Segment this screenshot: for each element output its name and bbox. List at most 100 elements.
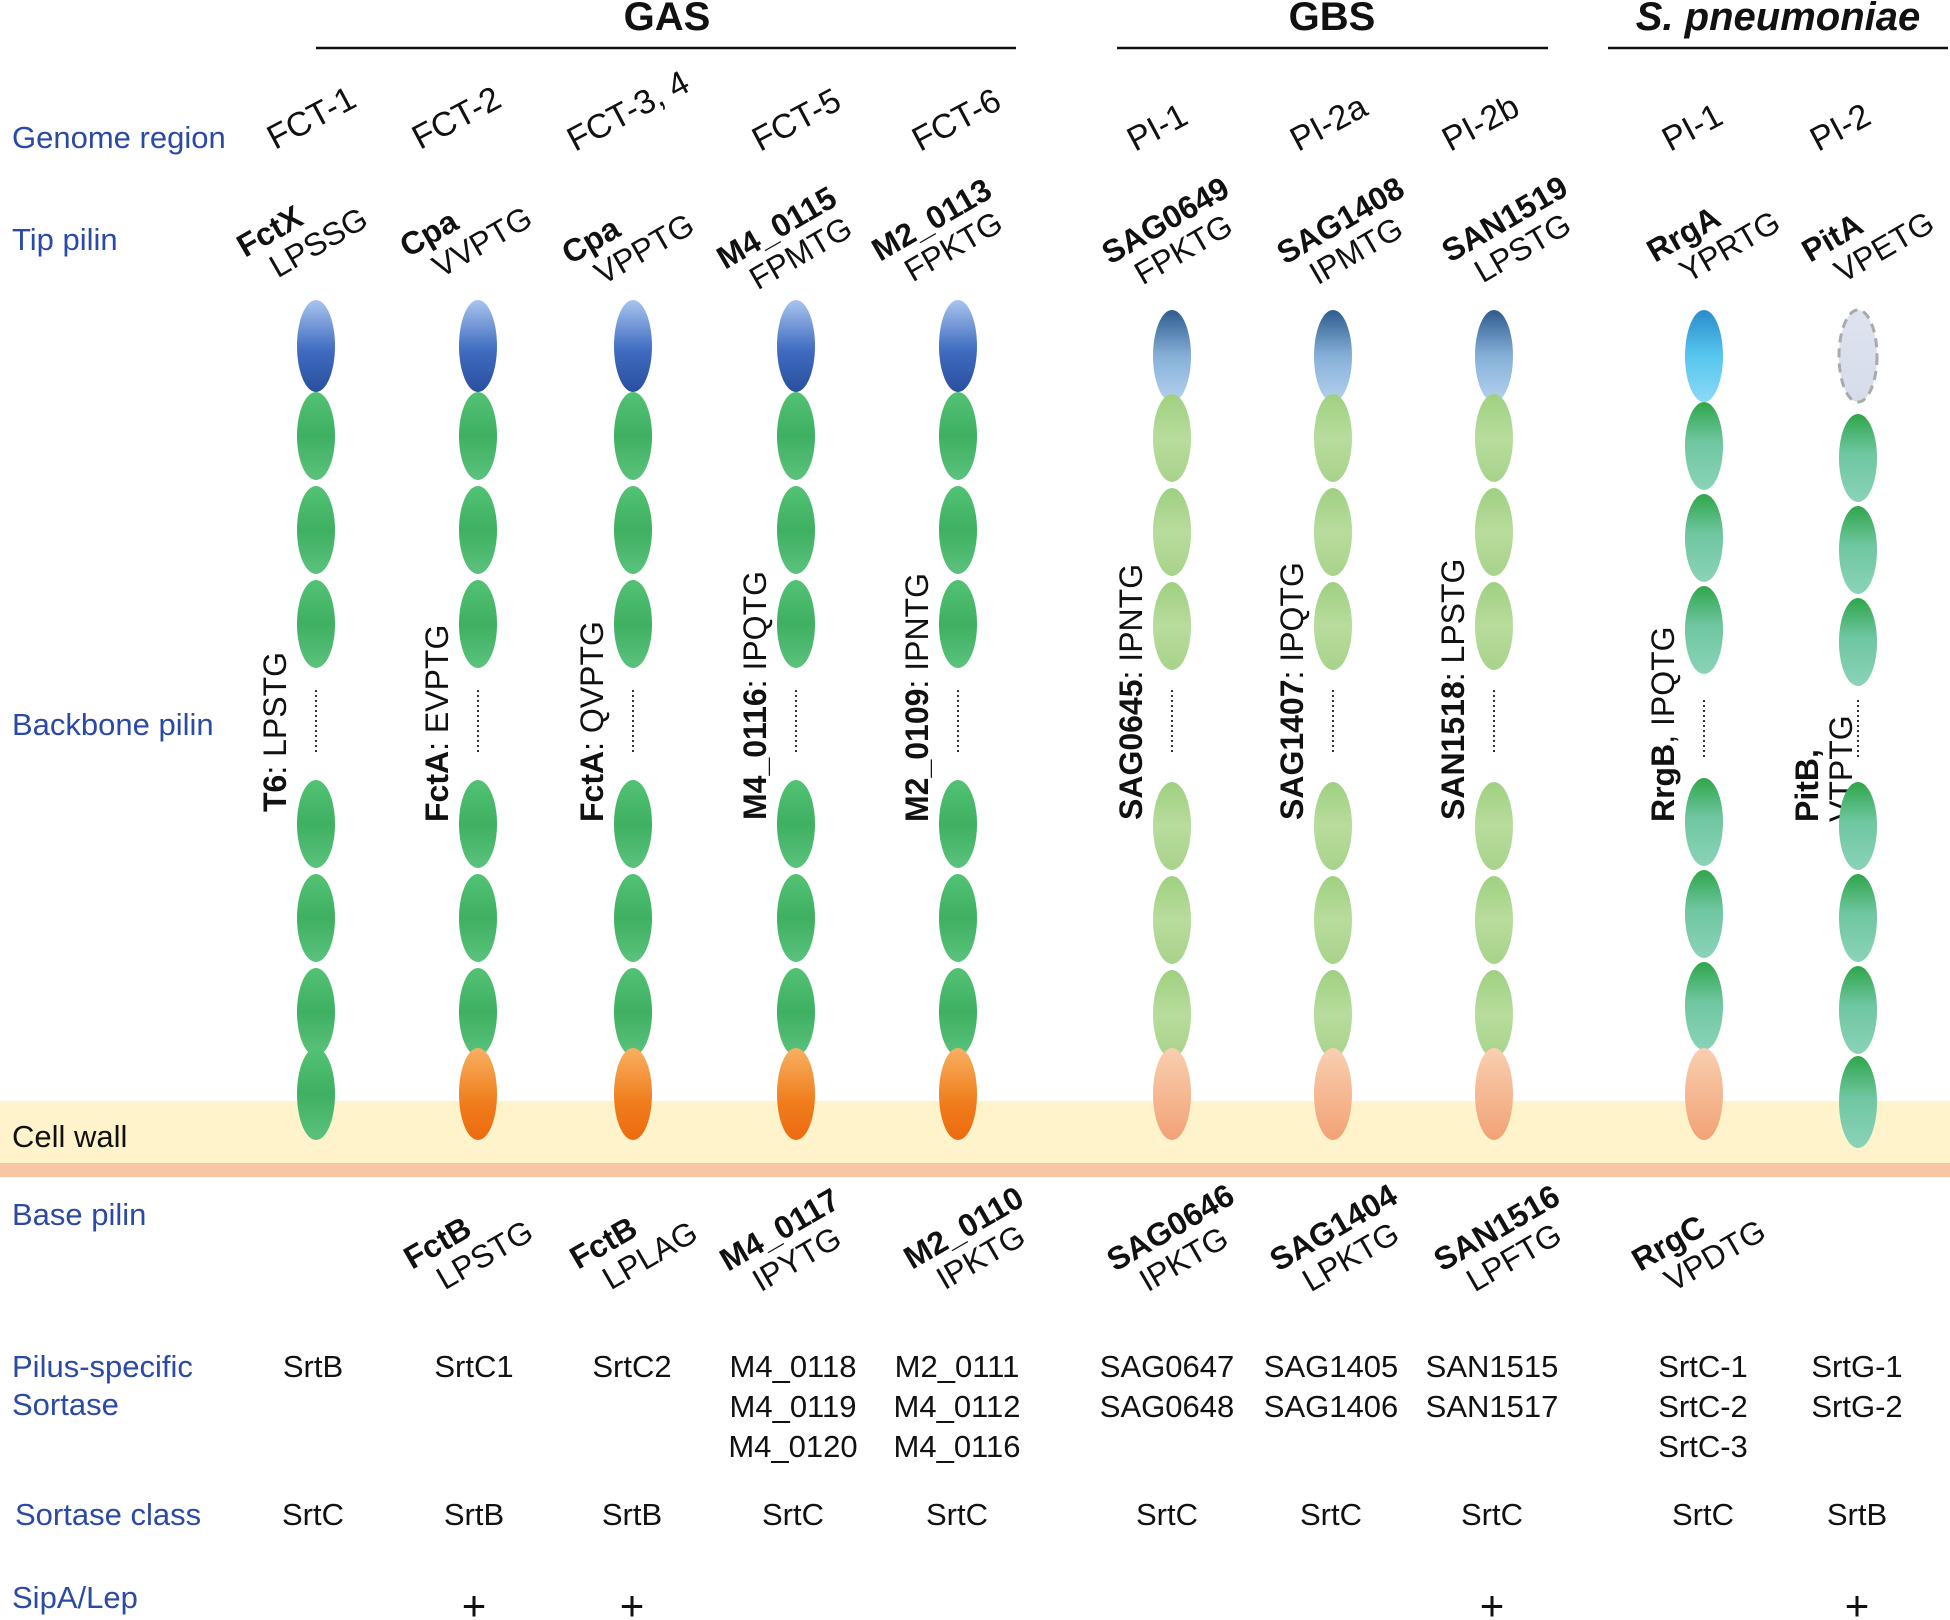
backbone-pilin-subunit xyxy=(1153,876,1191,964)
sortase-class-value: SrtC xyxy=(1300,1497,1362,1532)
backbone-pilin-motif: , IPQTG xyxy=(1645,626,1681,743)
base-pilin-subunit xyxy=(939,1048,977,1140)
backbone-pilin-subunit xyxy=(614,486,652,574)
backbone-pilin-subunit xyxy=(459,486,497,574)
backbone-pilin-motif: : QVPTG xyxy=(574,621,610,751)
pilus-specific-sortase: SrtC-1 xyxy=(1658,1349,1748,1384)
base-pilin-label: SAG0646IPKTG xyxy=(1101,1177,1258,1308)
tip-pilin-subunit xyxy=(1153,310,1191,402)
backbone-pilin-subunit xyxy=(777,392,815,480)
genome-region-label: PI-2b xyxy=(1436,87,1526,159)
backbone-pilin-motif: : IPNTG xyxy=(1113,564,1149,680)
base-pilin-subunit xyxy=(1685,1048,1723,1140)
base-pilin-subunit xyxy=(1475,1048,1513,1140)
backbone-pilin-label: M4_0116: IPQTG xyxy=(737,571,773,820)
pilus-specific-sortase: M2_0111 xyxy=(895,1349,1020,1384)
genome-region-label: FCT-5 xyxy=(746,81,847,159)
backbone-pilin-motif: : IPQTG xyxy=(737,571,773,688)
backbone-pilin-subunit xyxy=(939,968,977,1056)
pilus-specific-sortase: SAG1405 xyxy=(1264,1349,1398,1384)
genome-region-label: FCT-1 xyxy=(261,79,362,157)
backbone-pilin-subunit xyxy=(1685,402,1723,490)
tip-pilin-subunit xyxy=(1837,308,1879,404)
backbone-pilin-subunit xyxy=(939,874,977,962)
row-label-sortase-line1: Pilus-specific xyxy=(12,1349,193,1384)
base-pilin-label: SAN1516LPFTG xyxy=(1428,1178,1583,1308)
backbone-pilin-subunit xyxy=(459,780,497,868)
genome-region-label: PI-2a xyxy=(1284,87,1374,159)
backbone-pilin-subunit xyxy=(1475,970,1513,1058)
backbone-pilin-subunit xyxy=(297,486,335,574)
pilus-specific-sortase: SrtC2 xyxy=(592,1349,671,1384)
backbone-pilin-subunit xyxy=(1314,488,1352,576)
backbone-pilin-subunit xyxy=(1685,778,1723,866)
backbone-pilin-subunit xyxy=(939,486,977,574)
group-label-s-pneumoniae: S. pneumoniae xyxy=(1636,0,1921,39)
backbone-pilin-subunit xyxy=(777,874,815,962)
genome-region-label: FCT-3, 4 xyxy=(561,63,696,159)
sortase-class-value: SrtC xyxy=(762,1497,824,1532)
pilus-specific-sortase: SrtC-2 xyxy=(1658,1389,1748,1424)
backbone-pilin-subunit xyxy=(614,874,652,962)
tip-pilin-label: PitAVPETG xyxy=(1796,175,1941,299)
tip-pilin-label: M2_0113FPKTG xyxy=(866,171,1015,297)
row-label-base-pilin: Base pilin xyxy=(12,1197,146,1232)
backbone-pilin-subunit xyxy=(1475,394,1513,482)
backbone-pilin-subunit xyxy=(1314,394,1352,482)
base-pilin-label: FctBLPLAG xyxy=(564,1184,704,1305)
pilus-specific-sortase: M4_0116 xyxy=(894,1429,1021,1464)
backbone-pilin-subunit xyxy=(1685,586,1723,674)
backbone-pilin-subunit xyxy=(297,392,335,480)
genome-region-label: FCT-2 xyxy=(406,79,507,157)
backbone-pilin-subunit xyxy=(1839,966,1877,1054)
backbone-pilin-subunit xyxy=(777,486,815,574)
backbone-pilin-subunit xyxy=(1153,394,1191,482)
backbone-pilin-name: FctA xyxy=(419,751,455,822)
sortase-class-value: SrtC xyxy=(1136,1497,1198,1532)
backbone-pilin-name: SAG1407 xyxy=(1274,679,1310,820)
backbone-pilin-subunit xyxy=(777,580,815,668)
pilus-specific-sortase: SrtB xyxy=(283,1349,343,1384)
row-label-sipa-lep: SipA/Lep xyxy=(12,1580,138,1615)
tip-pilin-subunit xyxy=(297,300,335,392)
backbone-pilin-subunit xyxy=(1314,970,1352,1058)
base-pilin-subunit xyxy=(1314,1048,1352,1140)
tip-pilin-label: SAG0649FPKTG xyxy=(1096,170,1253,301)
sortase-class-value: SrtB xyxy=(444,1497,504,1532)
group-label-gbs: GBS xyxy=(1289,0,1376,39)
backbone-pilin-subunit xyxy=(459,968,497,1056)
pilus-specific-sortase: SAG0648 xyxy=(1100,1389,1234,1424)
backbone-pilin-motif: : IPQTG xyxy=(1274,562,1310,679)
backbone-pilin-label: M2_0109: IPNTG xyxy=(899,573,935,822)
pilus-specific-sortase: SAN1515 xyxy=(1426,1349,1559,1384)
pilus-specific-sortase: SrtC-3 xyxy=(1658,1429,1748,1464)
backbone-pilin-subunit xyxy=(1839,782,1877,870)
base-pilin-subunit xyxy=(614,1048,652,1140)
tip-pilin-label: FctXLPSSG xyxy=(231,171,374,294)
backbone-pilin-name: SAG0645 xyxy=(1113,679,1149,820)
base-pilin-label: FctBLPSTG xyxy=(398,1183,539,1305)
backbone-pilin-subunit xyxy=(614,968,652,1056)
backbone-pilin-motif: : LPSTG xyxy=(1435,559,1471,682)
pilus-specific-sortase: M4_0120 xyxy=(728,1429,857,1464)
tip-pilin-subunit xyxy=(939,300,977,392)
pilus-specific-sortase: M4_0119 xyxy=(730,1389,857,1424)
backbone-pilin-subunit xyxy=(939,580,977,668)
pilus-specific-sortase: SrtG-1 xyxy=(1811,1349,1902,1384)
pilus-specific-sortase: SrtC1 xyxy=(434,1349,513,1384)
backbone-pilin-subunit xyxy=(1685,494,1723,582)
base-pilin-label: SAG1404LPKTG xyxy=(1264,1177,1421,1308)
backbone-pilin-subunit xyxy=(1685,962,1723,1050)
backbone-pilin-label: FctA: EVPTG xyxy=(419,625,455,822)
sortase-class-value: SrtC xyxy=(282,1497,344,1532)
base-pilin-subunit xyxy=(1839,1056,1877,1148)
backbone-pilin-subunit xyxy=(1839,874,1877,962)
backbone-pilin-subunit xyxy=(1475,488,1513,576)
tip-pilin-subunit xyxy=(1685,310,1723,402)
backbone-pilin-subunit xyxy=(614,392,652,480)
backbone-pilin-name: M2_0109 xyxy=(899,689,935,822)
pilus-specific-sortase: SAN1517 xyxy=(1426,1389,1559,1424)
group-label-gas: GAS xyxy=(624,0,711,39)
